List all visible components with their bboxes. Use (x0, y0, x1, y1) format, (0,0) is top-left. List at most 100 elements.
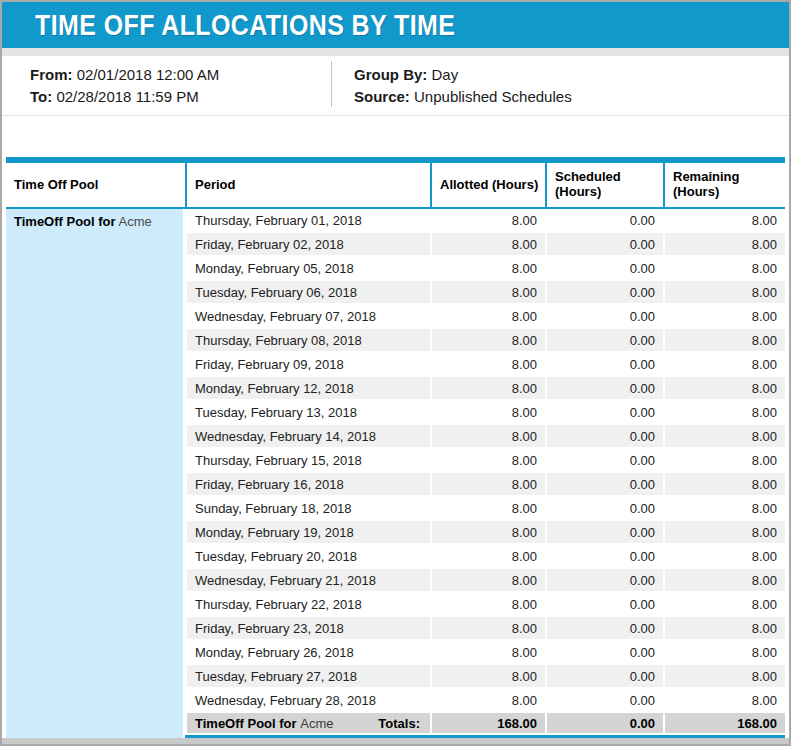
filter-from: From: 02/01/2018 12:00 AM (30, 66, 332, 83)
remaining-cell: 8.00 (665, 497, 785, 519)
remaining-cell: 8.00 (665, 641, 785, 663)
header-scheduled-hours: Scheduled (Hours) (547, 163, 665, 207)
scheduled-cell: 0.00 (547, 209, 665, 231)
allotted-cell: 8.00 (432, 473, 547, 495)
remaining-cell: 8.00 (665, 473, 785, 495)
period-cell: Wednesday, February 21, 2018 (187, 569, 432, 591)
remaining-cell: 8.00 (665, 449, 785, 471)
scheduled-cell: 0.00 (547, 233, 665, 255)
table-row: Tuesday, February 27, 2018 8.00 0.00 8.0… (187, 665, 785, 689)
remaining-cell: 8.00 (665, 353, 785, 375)
group-by-value: Day (432, 66, 459, 83)
remaining-cell: 8.00 (665, 305, 785, 327)
period-cell: Friday, February 02, 2018 (187, 233, 432, 255)
table-row: Tuesday, February 20, 2018 8.00 0.00 8.0… (187, 545, 785, 569)
filter-source: Source: Unpublished Schedules (354, 88, 572, 105)
header-period: Period (187, 163, 432, 207)
to-value: 02/28/2018 11:59 PM (56, 88, 198, 105)
period-cell: Monday, February 05, 2018 (187, 257, 432, 279)
scheduled-cell: 0.00 (547, 377, 665, 399)
period-cell: Thursday, February 08, 2018 (187, 329, 432, 351)
content-spacer (2, 116, 789, 157)
table-row: Friday, February 16, 2018 8.00 0.00 8.00 (187, 473, 785, 497)
scheduled-cell: 0.00 (547, 305, 665, 327)
table-row: Thursday, February 08, 2018 8.00 0.00 8.… (187, 329, 785, 353)
allotted-cell: 8.00 (432, 665, 547, 687)
filter-group-by: Group By: Day (354, 66, 572, 83)
to-label: To: (30, 88, 52, 105)
filters-panel: From: 02/01/2018 12:00 AM To: 02/28/2018… (2, 56, 789, 116)
period-cell: Monday, February 12, 2018 (187, 377, 432, 399)
page-bottom-strip (2, 738, 789, 744)
totals-scheduled-cell: 0.00 (547, 713, 665, 733)
period-cell: Friday, February 09, 2018 (187, 353, 432, 375)
remaining-cell: 8.00 (665, 689, 785, 711)
period-cell: Friday, February 16, 2018 (187, 473, 432, 495)
remaining-cell: 8.00 (665, 377, 785, 399)
allotted-cell: 8.00 (432, 281, 547, 303)
table-row: Thursday, February 01, 2018 8.00 0.00 8.… (187, 209, 785, 233)
title-bar: TIME OFF ALLOCATIONS BY TIME (2, 2, 789, 48)
remaining-cell: 8.00 (665, 425, 785, 447)
remaining-cell: 8.00 (665, 281, 785, 303)
remaining-cell: 8.00 (665, 593, 785, 615)
table-row: Thursday, February 22, 2018 8.00 0.00 8.… (187, 593, 785, 617)
header-time-off-pool: Time Off Pool (6, 163, 187, 207)
period-cell: Tuesday, February 27, 2018 (187, 665, 432, 687)
table-row: Wednesday, February 28, 2018 8.00 0.00 8… (187, 689, 785, 713)
allotted-cell: 8.00 (432, 377, 547, 399)
table-row: Monday, February 05, 2018 8.00 0.00 8.00 (187, 257, 785, 281)
scheduled-cell: 0.00 (547, 593, 665, 615)
remaining-cell: 8.00 (665, 257, 785, 279)
remaining-cell: 8.00 (665, 665, 785, 687)
scheduled-cell: 0.00 (547, 689, 665, 711)
table-row: Monday, February 12, 2018 8.00 0.00 8.00 (187, 377, 785, 401)
scheduled-cell: 0.00 (547, 545, 665, 567)
period-cell: Wednesday, February 28, 2018 (187, 689, 432, 711)
allotted-cell: 8.00 (432, 209, 547, 231)
table-row: Wednesday, February 07, 2018 8.00 0.00 8… (187, 305, 785, 329)
totals-pool-text: TimeOff Pool for Acme (195, 716, 333, 731)
remaining-cell: 8.00 (665, 329, 785, 351)
remaining-cell: 8.00 (665, 233, 785, 255)
period-cell: Tuesday, February 06, 2018 (187, 281, 432, 303)
table-row: Monday, February 19, 2018 8.00 0.00 8.00 (187, 521, 785, 545)
period-cell: Tuesday, February 13, 2018 (187, 401, 432, 423)
scheduled-cell: 0.00 (547, 281, 665, 303)
allotted-cell: 8.00 (432, 353, 547, 375)
report-page: TIME OFF ALLOCATIONS BY TIME From: 02/01… (0, 0, 791, 746)
allotted-cell: 8.00 (432, 329, 547, 351)
header-remaining-hours: Remaining (Hours) (665, 163, 785, 207)
remaining-cell: 8.00 (665, 521, 785, 543)
table-row: Monday, February 26, 2018 8.00 0.00 8.00 (187, 641, 785, 665)
period-cell: Thursday, February 22, 2018 (187, 593, 432, 615)
table-row: Wednesday, February 21, 2018 8.00 0.00 8… (187, 569, 785, 593)
filters-date-column: From: 02/01/2018 12:00 AM To: 02/28/2018… (2, 56, 332, 115)
scheduled-cell: 0.00 (547, 617, 665, 639)
totals-row: TimeOff Pool for Acme Totals: 168.00 0.0… (187, 713, 785, 735)
table-row: Tuesday, February 13, 2018 8.00 0.00 8.0… (187, 401, 785, 425)
period-cell: Thursday, February 15, 2018 (187, 449, 432, 471)
totals-label-cell: TimeOff Pool for Acme Totals: (187, 713, 432, 733)
from-label: From: (30, 66, 73, 83)
table-body: TimeOff Pool for Acme Thursday, February… (6, 209, 785, 738)
remaining-cell: 8.00 (665, 545, 785, 567)
allotted-cell: 8.00 (432, 521, 547, 543)
totals-pool-bold: TimeOff Pool for (195, 716, 297, 731)
allotted-cell: 8.00 (432, 425, 547, 447)
header-allotted-hours: Allotted (Hours) (432, 163, 547, 207)
table-header-row: Time Off Pool Period Allotted (Hours) Sc… (6, 157, 785, 209)
allotted-cell: 8.00 (432, 449, 547, 471)
allotted-cell: 8.00 (432, 497, 547, 519)
period-cell: Wednesday, February 07, 2018 (187, 305, 432, 327)
source-label: Source: (354, 88, 410, 105)
table-row: Friday, February 23, 2018 8.00 0.00 8.00 (187, 617, 785, 641)
totals-pool-name: Acme (300, 716, 333, 731)
period-cell: Friday, February 23, 2018 (187, 617, 432, 639)
scheduled-cell: 0.00 (547, 449, 665, 471)
allotted-cell: 8.00 (432, 617, 547, 639)
pool-label-name: Acme (119, 214, 152, 229)
period-cell: Monday, February 19, 2018 (187, 521, 432, 543)
allotted-cell: 8.00 (432, 233, 547, 255)
allotted-cell: 8.00 (432, 257, 547, 279)
